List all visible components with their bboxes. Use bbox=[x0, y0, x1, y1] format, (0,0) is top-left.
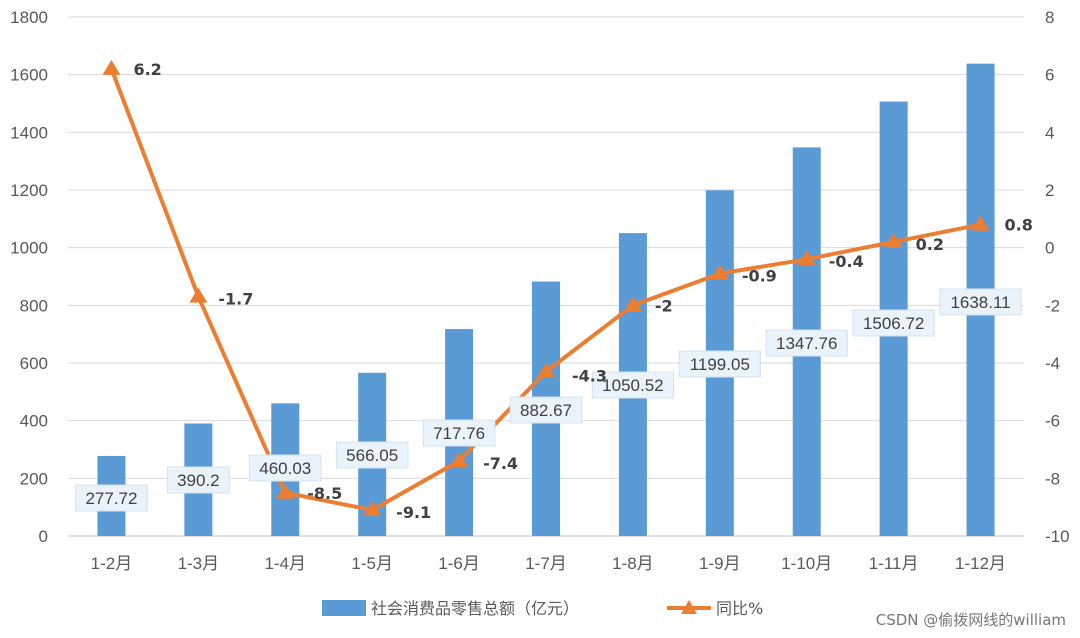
legend-line-label: 同比% bbox=[716, 599, 763, 618]
line-data-label: 0.8 bbox=[1005, 216, 1033, 235]
line-data-label: -8.5 bbox=[307, 484, 342, 503]
bar-label-box bbox=[939, 288, 1022, 316]
legend-bar-swatch bbox=[322, 600, 366, 616]
line-data-label: -1.7 bbox=[218, 290, 253, 309]
line-data-label: -0.9 bbox=[742, 267, 777, 286]
bar-data-label: 882.67 bbox=[520, 401, 572, 420]
bar-label-box bbox=[75, 484, 148, 512]
left-axis-tick-label: 200 bbox=[20, 469, 48, 488]
line-marker bbox=[623, 296, 642, 312]
line-marker bbox=[797, 250, 816, 266]
bar-data-label: 390.2 bbox=[177, 471, 220, 490]
line-marker bbox=[363, 501, 382, 517]
line-data-label: 0.2 bbox=[916, 235, 944, 254]
bar-data-label: 717.76 bbox=[433, 424, 485, 443]
bar-label-box bbox=[248, 454, 322, 482]
bar-data-label: 1347.76 bbox=[776, 334, 837, 353]
x-axis-ticks: 1-2月 1-3月 1-4月 1-5月 1-6月 1-7月 1-8月 1-9月 1-10月 1-1… bbox=[91, 554, 1006, 573]
right-axis-tick-label: 4 bbox=[1045, 123, 1054, 142]
bar-label-box bbox=[335, 441, 409, 469]
x-axis-tick-label: 1-12月 bbox=[955, 554, 1006, 573]
bar-data-label: 277.72 bbox=[85, 489, 137, 508]
left-axis-tick-label: 1000 bbox=[10, 239, 48, 258]
right-axis-tick-label: -4 bbox=[1045, 354, 1060, 373]
left-axis-ticks: 0 200 400 600 800 1000 1200 1400 1600 1800 bbox=[10, 8, 48, 546]
bar-data-label: 1199.05 bbox=[690, 355, 750, 374]
left-axis-tick-label: 600 bbox=[20, 354, 48, 373]
bar-data-label: 1638.11 bbox=[950, 293, 1010, 312]
right-axis-tick-label: -6 bbox=[1045, 412, 1060, 431]
right-axis-tick-label: 6 bbox=[1045, 66, 1054, 85]
x-axis-tick-label: 1-3月 bbox=[178, 554, 220, 573]
bar-label-box bbox=[591, 371, 675, 399]
bar-label-box bbox=[422, 419, 496, 447]
bar-label-box bbox=[166, 466, 230, 494]
left-axis-tick-label: 0 bbox=[39, 527, 48, 546]
line-marker bbox=[537, 362, 555, 378]
bar-label-box bbox=[509, 396, 583, 424]
left-axis-tick-label: 1600 bbox=[10, 66, 48, 85]
x-axis-tick-label: 1-7月 bbox=[525, 554, 567, 573]
line-marker bbox=[276, 483, 295, 499]
right-axis-tick-label: -10 bbox=[1045, 527, 1070, 546]
right-axis-tick-label: -2 bbox=[1045, 296, 1060, 315]
bar-data-label: 460.03 bbox=[259, 459, 311, 478]
x-axis-tick-label: 1-4月 bbox=[264, 554, 306, 573]
line-data-label: -2 bbox=[655, 296, 673, 315]
line-series bbox=[102, 59, 990, 517]
legend-bar-label: 社会消费品零售总额（亿元） bbox=[371, 599, 579, 618]
left-axis-tick-label: 400 bbox=[20, 412, 48, 431]
x-axis-tick-label: 1-11月 bbox=[869, 554, 919, 573]
right-axis-tick-label: 0 bbox=[1045, 239, 1054, 258]
x-axis-tick-label: 1-2月 bbox=[91, 554, 133, 573]
bar-label-box bbox=[765, 329, 848, 357]
bar-data-label: 1506.72 bbox=[863, 314, 924, 333]
bar-data-label: 1050.52 bbox=[602, 376, 663, 395]
line-data-label: -9.1 bbox=[396, 503, 431, 522]
left-axis-tick-label: 1200 bbox=[10, 181, 48, 200]
left-axis-tick-label: 1400 bbox=[10, 123, 48, 142]
legend-line-marker bbox=[681, 600, 697, 614]
x-axis-tick-label: 1-6月 bbox=[438, 554, 480, 573]
line-marker bbox=[450, 452, 469, 468]
bar-label-box bbox=[678, 350, 761, 378]
x-axis-tick-label: 1-5月 bbox=[351, 554, 393, 573]
right-axis-tick-label: -8 bbox=[1045, 469, 1060, 488]
left-axis-tick-label: 1800 bbox=[10, 8, 48, 27]
bar-data-labels: 277.72 390.2 460.03 566.05 717.76 882.67 1050.… bbox=[75, 288, 1022, 512]
right-axis-tick-label: 2 bbox=[1045, 181, 1054, 200]
line-data-label: -0.4 bbox=[829, 252, 864, 271]
x-axis-tick-label: 1-10月 bbox=[781, 554, 832, 573]
line-marker bbox=[971, 215, 990, 231]
line-marker bbox=[189, 287, 208, 303]
right-axis-tick-label: 8 bbox=[1045, 8, 1054, 27]
right-axis-ticks: -10 -8 -6 -4 -2 0 2 4 6 8 bbox=[1045, 8, 1070, 546]
line-data-labels: 6.2 -1.7 -8.5 -9.1 -7.4 -4.3 -2 -0.9 -0.4 0.2 0.8 bbox=[133, 60, 1032, 522]
watermark: CSDN @偷拨网线的william bbox=[876, 611, 1066, 629]
line-data-label: -7.4 bbox=[483, 454, 518, 473]
line-marker bbox=[102, 59, 121, 75]
x-axis-tick-label: 1-9月 bbox=[699, 554, 741, 573]
legend: 社会消费品零售总额（亿元） 同比% bbox=[322, 599, 763, 618]
bar-data-label: 566.05 bbox=[346, 446, 398, 465]
line-data-label: -4.3 bbox=[572, 367, 607, 386]
line-marker bbox=[884, 232, 903, 248]
x-axis-tick-label: 1-8月 bbox=[612, 554, 654, 573]
line-data-label: 6.2 bbox=[133, 60, 161, 79]
left-axis-tick-label: 800 bbox=[20, 296, 48, 315]
line-marker bbox=[710, 264, 729, 280]
bar-label-box bbox=[852, 309, 935, 337]
